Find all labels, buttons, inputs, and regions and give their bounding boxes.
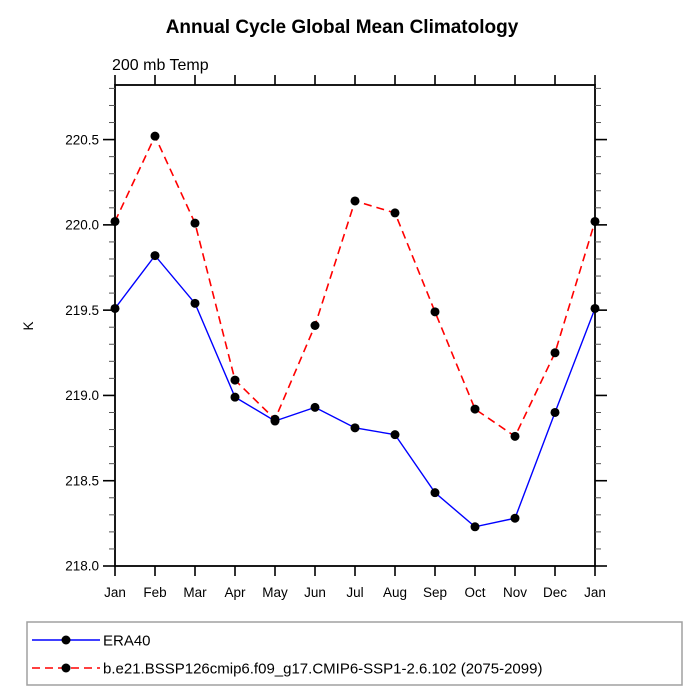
month-label: May [262, 585, 288, 600]
data-point-marker [190, 298, 200, 308]
month-label: Jan [584, 585, 606, 600]
data-point-marker [550, 348, 560, 358]
chart-subtitle: 200 mb Temp [112, 57, 209, 74]
data-point-marker [590, 303, 600, 313]
month-label: Nov [503, 585, 527, 600]
legend-label-era40: ERA40 [103, 632, 151, 649]
legend-label-ssp126: b.e21.BSSP126cmip6.f09_g17.CMIP6-SSP1-2.… [103, 660, 542, 677]
data-point-marker [390, 208, 400, 218]
data-point-marker [350, 196, 360, 206]
data-point-marker [470, 522, 480, 532]
y-axis-title: K [21, 321, 36, 330]
y-axis-tick-label: 219.5 [65, 303, 99, 318]
chart-title: Annual Cycle Global Mean Climatology [166, 17, 519, 38]
data-point-marker [270, 414, 280, 424]
month-label: Sep [423, 585, 447, 600]
data-point-marker [510, 513, 520, 523]
month-label: Feb [143, 585, 166, 600]
axes-layer: 218.0 218.5 219.0 219.5 220.0 220.5 Jan Feb Mar A… [65, 75, 607, 600]
legend-marker-ssp126 [61, 663, 71, 673]
data-point-marker [430, 307, 440, 317]
data-point-marker [230, 392, 240, 402]
y-axis-tick-label: 220.0 [65, 218, 99, 233]
data-point-marker [470, 404, 480, 414]
data-point-marker [190, 218, 200, 228]
data-point-marker [390, 430, 400, 440]
legend: ERA40 b.e21.BSSP126cmip6.f09_g17.CMIP6-S… [26, 621, 683, 686]
data-point-marker [150, 251, 160, 261]
data-point-marker [110, 303, 120, 313]
month-label: Oct [464, 585, 485, 600]
data-point-marker [150, 131, 160, 141]
month-label: Jan [104, 585, 126, 600]
data-point-marker [310, 402, 320, 412]
y-axis-tick-label: 220.5 [65, 132, 99, 147]
legend-marker-era40 [61, 635, 71, 645]
data-point-marker [230, 375, 240, 385]
series-line-era40 [114, 254, 596, 528]
month-label: Aug [383, 585, 407, 600]
data-point-marker [430, 488, 440, 498]
data-point-marker [550, 407, 560, 417]
y-axis-tick-label: 218.5 [65, 473, 99, 488]
data-point-marker [590, 216, 600, 226]
series-layer [110, 131, 600, 532]
y-axis-tick-label: 218.0 [65, 559, 99, 574]
month-label: Dec [543, 585, 567, 600]
series-line-ssp126 [114, 134, 596, 438]
month-label: Jun [304, 585, 326, 600]
data-point-marker [510, 431, 520, 441]
month-label: Jul [346, 585, 363, 600]
month-label: Apr [224, 585, 246, 600]
month-label: Mar [183, 585, 207, 600]
y-axis-tick-label: 219.0 [65, 388, 99, 403]
data-point-marker [350, 423, 360, 433]
legend-box [26, 621, 683, 686]
plot-border [114, 84, 596, 567]
data-point-marker [110, 216, 120, 226]
data-point-marker [310, 321, 320, 330]
